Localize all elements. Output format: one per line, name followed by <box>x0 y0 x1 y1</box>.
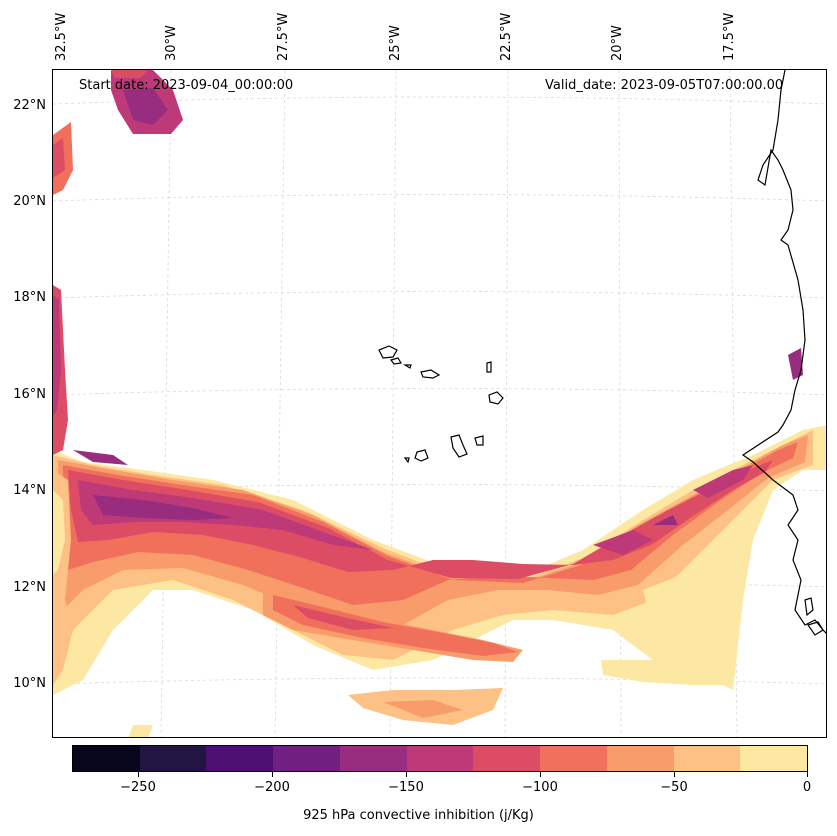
cin-band-orange <box>58 435 808 630</box>
gridline-lat-20n <box>53 194 826 202</box>
cin-patch-south-core <box>383 700 463 718</box>
colorbar-tick-mark <box>540 772 541 777</box>
lat-label-10n: 10°N <box>13 676 46 691</box>
colorbar-tick-label: −100 <box>522 780 558 795</box>
colorbar-segment <box>473 746 541 771</box>
gridline-lon-20w <box>618 70 622 737</box>
cin-se-lightest <box>643 570 713 630</box>
colorbar-tick-mark <box>406 772 407 777</box>
cin-band-light <box>53 430 813 660</box>
cin-coast-patch <box>788 348 803 380</box>
map-canvas <box>53 70 826 737</box>
colorbar-segment <box>540 746 607 771</box>
lon-label-27-5w: 27.5°W <box>276 12 291 61</box>
lat-label-18n: 18°N <box>13 290 46 305</box>
colorbar-segment <box>606 746 674 771</box>
colorbar-tick-label: 0 <box>802 780 812 795</box>
africa-coast-islands <box>804 597 824 636</box>
colorbar-tick-label: −200 <box>254 780 290 795</box>
colorbar-segment <box>740 746 808 771</box>
gridline-lon-27-5w <box>274 70 286 737</box>
colorbar-segment <box>206 746 274 771</box>
colorbar <box>72 745 808 772</box>
gridline-lon-22-5w <box>504 70 509 737</box>
colorbar-segment <box>139 746 207 771</box>
island-sao-vicente <box>389 357 402 365</box>
africa-coastline <box>741 70 826 634</box>
island-brava <box>403 457 410 464</box>
lon-label-20w: 20°W <box>610 25 625 61</box>
colorbar-segment <box>73 746 140 771</box>
gridline-lat-10n <box>53 677 826 685</box>
lat-label-12n: 12°N <box>13 580 46 595</box>
island-boa-vista <box>488 391 504 405</box>
valid-date-label: Valid_date: 2023-09-05T07:00:00.00 <box>545 78 784 93</box>
gridline-lon-30w <box>160 70 172 737</box>
start-date-label: Start date: 2023-09-04_00:00:00 <box>79 78 294 93</box>
colorbar-tick-mark <box>674 772 675 777</box>
cin-field <box>53 70 826 737</box>
lat-label-22n: 22°N <box>13 98 46 113</box>
island-fogo <box>414 449 429 462</box>
island-santo-antao <box>378 345 398 359</box>
gridline-lat-18n <box>53 291 826 299</box>
lat-label-16n: 16°N <box>13 387 46 402</box>
island-maio <box>474 435 484 446</box>
colorbar-tick-label: −150 <box>388 780 424 795</box>
lon-label-32-5w: 32.5°W <box>54 12 69 61</box>
cin-nw-patch-inner <box>53 138 65 178</box>
colorbar-tick-mark <box>272 772 273 777</box>
colorbar-segment <box>273 746 340 771</box>
island-sal <box>486 361 492 373</box>
lat-label-20n: 20°N <box>13 194 46 209</box>
colorbar-tick-mark <box>807 772 808 777</box>
colorbar-tick-label: −50 <box>660 780 688 795</box>
cin-band2-inner <box>273 595 518 656</box>
cin-north-patch-inner <box>123 88 168 125</box>
cin-west-edge-lightest <box>53 490 65 575</box>
cin-band-red-orange <box>63 442 798 605</box>
lon-label-30w: 30°W <box>164 25 179 61</box>
lon-label-17-5w: 17.5°W <box>722 12 737 61</box>
colorbar-label: 925 hPa convective inhibition (j/Kg) <box>303 808 534 823</box>
colorbar-segment <box>406 746 474 771</box>
cin-band2-core <box>293 605 393 630</box>
colorbar-tick-label: −250 <box>120 780 156 795</box>
cin-west-strip-inner <box>53 295 61 415</box>
island-santa-luzia <box>402 364 412 369</box>
gridline-lat-16n <box>53 388 826 396</box>
island-sao-nicolau <box>420 369 441 379</box>
cin-band-magenta <box>78 465 753 555</box>
island-santiago <box>450 434 468 458</box>
lon-label-22-5w: 22.5°W <box>499 12 514 61</box>
colorbar-segment <box>339 746 407 771</box>
coastlines <box>378 70 826 636</box>
colorbar-tick-mark <box>138 772 139 777</box>
cin-patch-bottom <box>128 725 153 737</box>
lat-label-14n: 14°N <box>13 483 46 498</box>
cin-patch-se <box>601 660 733 685</box>
colorbar-segment <box>673 746 741 771</box>
lon-label-25w: 25°W <box>388 25 403 61</box>
map-panel[interactable] <box>52 69 827 738</box>
cin-north-patch-top <box>111 70 148 78</box>
